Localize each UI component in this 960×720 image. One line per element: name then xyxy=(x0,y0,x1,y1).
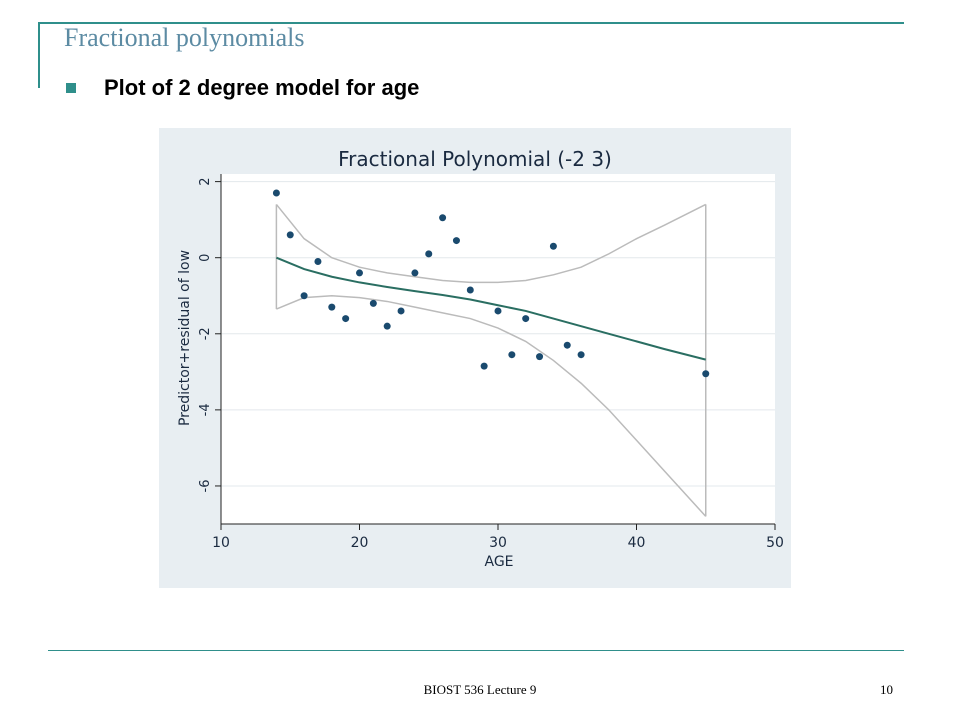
fit-line xyxy=(276,256,706,361)
data-point xyxy=(356,269,363,277)
y-tick-label: -4 xyxy=(198,403,213,416)
left-rule xyxy=(38,22,40,88)
data-point xyxy=(494,307,502,315)
data-point xyxy=(300,292,308,300)
slide-title: Fractional polynomials xyxy=(64,23,305,52)
data-point xyxy=(425,250,433,258)
data-point xyxy=(369,299,377,307)
data-point xyxy=(272,189,280,197)
x-tick-label: 10 xyxy=(212,535,230,551)
ci-lower-line xyxy=(276,294,707,517)
y-tick-label: -2 xyxy=(198,327,213,340)
data-point xyxy=(383,322,391,330)
chart-title: Fractional Polynomial (-2 3) xyxy=(338,147,612,171)
data-points xyxy=(272,189,710,378)
data-point xyxy=(342,315,350,323)
data-point xyxy=(314,258,322,265)
x-tick-label: 30 xyxy=(489,535,507,551)
data-point xyxy=(563,341,571,349)
x-axis-label: AGE xyxy=(484,554,513,570)
chart-panel: -6 -4 -2 0 2 10 20 30 40 50 Fractional Polynomial… xyxy=(159,128,791,588)
y-tick-label: -6 xyxy=(198,479,213,492)
fractional-polynomial-chart: -6 -4 -2 0 2 10 20 30 40 50 Fractional Polynomial… xyxy=(159,128,791,588)
y-tick-label: 2 xyxy=(198,177,213,185)
confidence-band xyxy=(275,203,707,517)
bullet-item: Plot of 2 degree model for age xyxy=(64,72,419,104)
data-point xyxy=(328,303,336,311)
top-rule xyxy=(40,22,904,24)
data-point xyxy=(536,353,544,361)
data-point xyxy=(452,237,460,245)
grid-lines xyxy=(221,181,775,487)
axes: -6 -4 -2 0 2 10 20 30 40 50 xyxy=(198,174,784,551)
data-point xyxy=(522,315,530,323)
bottom-rule xyxy=(48,650,904,651)
data-point xyxy=(439,214,447,222)
fit-line-group xyxy=(276,256,706,361)
data-point xyxy=(397,307,405,315)
plot-area xyxy=(221,174,775,524)
y-tick-label: 0 xyxy=(198,254,213,262)
ci-upper-line xyxy=(275,203,707,284)
data-point xyxy=(411,269,419,277)
data-point xyxy=(466,286,474,294)
bullet-text: Plot of 2 degree model for age xyxy=(104,75,420,100)
data-point xyxy=(286,231,294,239)
data-point xyxy=(577,351,585,359)
y-axis-label: Predictor+residual of low xyxy=(177,250,193,426)
x-tick-label: 40 xyxy=(628,535,646,551)
data-point xyxy=(702,370,710,378)
page-number: 10 xyxy=(880,682,893,697)
x-tick-label: 20 xyxy=(351,535,369,551)
data-point xyxy=(549,242,557,250)
data-point xyxy=(508,351,516,359)
footer-text: BIOST 536 Lecture 9 xyxy=(423,682,537,697)
data-point xyxy=(480,362,488,370)
bullet-marker-icon xyxy=(66,83,76,93)
x-tick-label: 50 xyxy=(766,535,784,551)
